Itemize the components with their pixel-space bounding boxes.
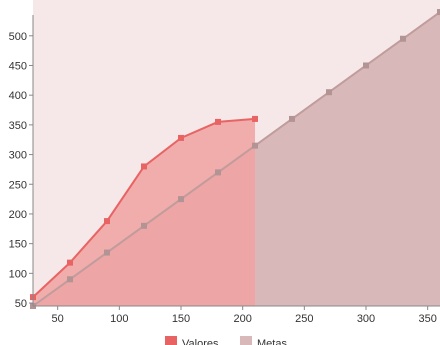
x-tick-label-300: 300 — [357, 313, 375, 325]
tick-labels: 50 100 150 200 250 300 350 400 450 500 50 100 150 200… — [9, 31, 437, 325]
x-tick-label-350: 350 — [418, 313, 436, 325]
y-tick-label-150: 150 — [9, 239, 27, 251]
point-metas-11[interactable] — [437, 9, 440, 16]
x-tick-label-200: 200 — [233, 313, 251, 325]
x-tick-label-250: 250 — [295, 313, 313, 325]
legend-label-metas[interactable]: Metas — [257, 338, 287, 345]
y-tick-label-100: 100 — [9, 268, 27, 280]
legend-label-valores[interactable]: Valores — [182, 338, 219, 345]
point-valores-1[interactable] — [67, 259, 73, 266]
point-metas-2[interactable] — [104, 249, 110, 256]
y-tick-label-400: 400 — [9, 90, 27, 102]
point-valores-3[interactable] — [141, 163, 147, 170]
point-metas-7[interactable] — [289, 115, 295, 122]
area-valores — [33, 118, 255, 306]
x-tick-label-100: 100 — [110, 313, 128, 325]
point-metas-10[interactable] — [400, 35, 406, 42]
point-metas-9[interactable] — [363, 62, 369, 69]
legend[interactable]: Valores Metas — [165, 336, 287, 345]
y-tick-label-300: 300 — [9, 150, 27, 162]
legend-swatch-valores[interactable] — [165, 336, 177, 345]
point-metas-4[interactable] — [178, 196, 184, 203]
y-tick-label-450: 450 — [9, 60, 27, 72]
legend-swatch-metas[interactable] — [240, 336, 252, 345]
point-metas-1[interactable] — [67, 276, 73, 283]
point-metas-3[interactable] — [141, 222, 147, 229]
axes — [29, 15, 440, 310]
line-metas — [32, 11, 440, 307]
point-valores-2[interactable] — [104, 218, 110, 225]
y-tick-label-500: 500 — [9, 31, 27, 43]
point-valores-5[interactable] — [215, 118, 221, 125]
y-tick-label-200: 200 — [9, 209, 27, 221]
y-tick-label-350: 350 — [9, 120, 27, 132]
y-tick-label-250: 250 — [9, 179, 27, 191]
point-valores-4[interactable] — [178, 134, 184, 141]
point-metas-8[interactable] — [326, 89, 332, 96]
point-metas-6[interactable] — [252, 142, 258, 149]
y-tick-label-50: 50 — [15, 298, 27, 310]
x-tick-label-150: 150 — [172, 313, 190, 325]
x-tick-label-50: 50 — [52, 313, 64, 325]
point-valores-6[interactable] — [252, 115, 258, 122]
point-metas-5[interactable] — [215, 169, 221, 176]
